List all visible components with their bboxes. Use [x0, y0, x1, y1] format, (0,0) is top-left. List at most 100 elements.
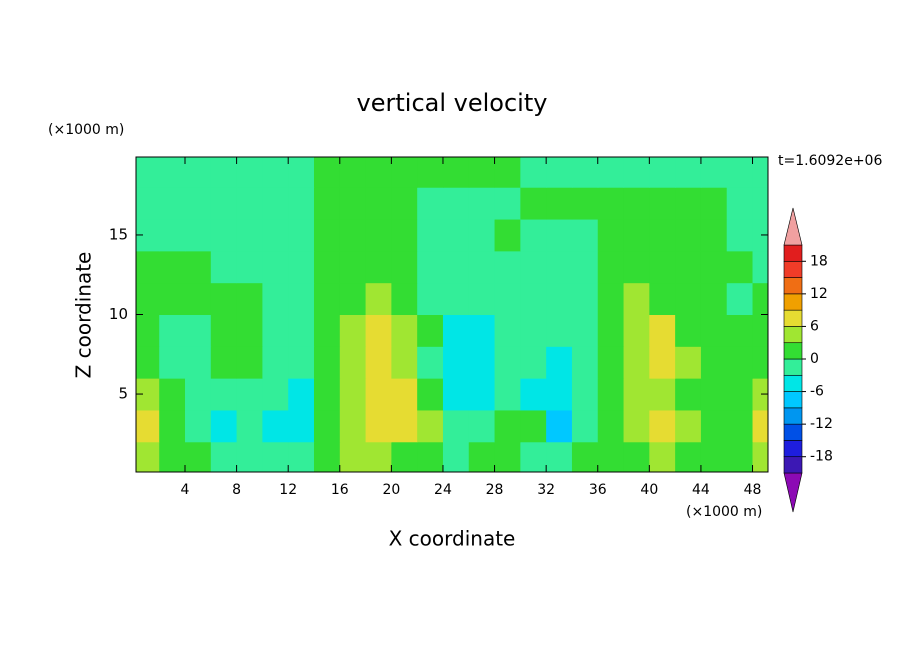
contour-cell [571, 441, 599, 472]
y-tick-label: 10 [109, 305, 128, 323]
contour-cell [571, 346, 599, 379]
contour-cell [571, 157, 599, 188]
contour-cell [313, 409, 341, 443]
contour-cell [649, 441, 676, 472]
contour-cell [675, 346, 702, 379]
contour-cell [726, 346, 754, 379]
contour-cell [675, 441, 702, 472]
colorbar-box [783, 277, 803, 295]
contour-cell [365, 282, 392, 315]
colorbar-box [783, 309, 803, 327]
contour-cell [417, 314, 444, 347]
contour-cell [391, 314, 418, 347]
colorbar-box [783, 407, 803, 425]
contour-cell [136, 187, 160, 220]
contour-cell [339, 346, 367, 379]
contour-cell [262, 314, 289, 347]
contour-cell [494, 250, 521, 284]
contour-cell [752, 157, 768, 188]
contour-cell [236, 282, 263, 315]
contour-cell [546, 250, 573, 284]
contour-cell [494, 219, 521, 252]
contour-cell [752, 219, 768, 252]
chart-title: vertical velocity [357, 89, 548, 117]
contour-cell [649, 378, 676, 411]
contour-cell [236, 187, 263, 220]
contour-cell [468, 314, 496, 347]
contour-cell [210, 282, 238, 315]
contour-cell [210, 250, 238, 284]
contour-cell [520, 219, 547, 252]
contour-cell [442, 409, 470, 443]
contour-cell [339, 282, 367, 315]
colorbar-box [783, 293, 803, 311]
contour-cell [236, 346, 263, 379]
y-unit-label: (×1000 m) [48, 122, 124, 138]
contour-cell [468, 409, 496, 443]
contour-cell [339, 187, 367, 220]
contour-cell [313, 187, 341, 220]
contour-cell [159, 409, 186, 443]
contour-cell [339, 441, 367, 472]
contour-cell [468, 346, 496, 379]
contour-cell [313, 441, 341, 472]
contour-cell [417, 157, 444, 188]
contour-cell [236, 157, 263, 188]
contour-cell [136, 282, 160, 315]
contour-cell [391, 250, 418, 284]
y-tick-label: 5 [118, 385, 128, 403]
contour-cell [365, 346, 392, 379]
y-axis-label: Z coordinate [72, 252, 96, 379]
contour-cell [391, 409, 418, 443]
contour-cell [442, 157, 470, 188]
contour-cell [520, 157, 547, 188]
colorbar-tick-label: -6 [810, 384, 824, 400]
contour-cell [700, 187, 728, 220]
contour-cell [649, 250, 676, 284]
contour-cell [546, 346, 573, 379]
contour-cell [546, 157, 573, 188]
x-axis-label: X coordinate [389, 527, 516, 551]
contour-cell [339, 250, 367, 284]
contour-cell [159, 441, 186, 472]
contour-cell [494, 157, 521, 188]
contour-cell [726, 441, 754, 472]
colorbar-box [783, 244, 803, 262]
x-tick-label: 40 [640, 482, 658, 498]
contour-cell [262, 378, 289, 411]
contour-cell [288, 314, 315, 347]
colorbar-tick-label: 12 [810, 286, 828, 302]
contour-cell [339, 378, 367, 411]
contour-cell [520, 187, 547, 220]
contour-cell [391, 219, 418, 252]
contour-cell [185, 157, 212, 188]
contour-cell [365, 378, 392, 411]
contour-cell [520, 250, 547, 284]
contour-cell [752, 187, 768, 220]
x-tick-label: 32 [537, 482, 555, 498]
contour-cell [700, 282, 728, 315]
contour-cell [571, 378, 599, 411]
contour-cell [185, 250, 212, 284]
contour-cell [236, 409, 263, 443]
contour-cell [752, 250, 768, 284]
contour-cell [623, 378, 650, 411]
contour-cell [675, 314, 702, 347]
x-tick-label: 28 [486, 482, 504, 498]
contour-cell [136, 314, 160, 347]
contour-cell [159, 157, 186, 188]
contour-cell [675, 157, 702, 188]
contour-cell [185, 282, 212, 315]
contour-cell [649, 157, 676, 188]
contour-cell [313, 157, 341, 188]
colorbar-box [783, 260, 803, 278]
contour-cell [136, 219, 160, 252]
contour-cell [468, 219, 496, 252]
contour-cell [571, 409, 599, 443]
contour-cell [494, 378, 521, 411]
contour-cell [597, 219, 625, 252]
contour-cell [649, 409, 676, 443]
contour-cell [313, 282, 341, 315]
contour-cell [675, 250, 702, 284]
